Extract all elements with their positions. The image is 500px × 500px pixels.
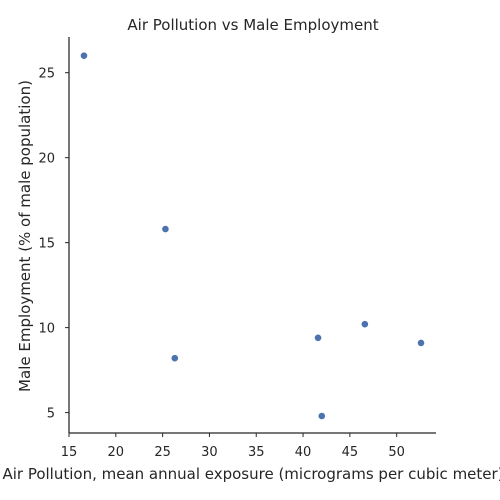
data-point — [360, 320, 369, 329]
x-tick-label: 45 — [342, 445, 359, 460]
x-tick-label: 30 — [201, 445, 218, 460]
y-tick-label: 5 — [47, 407, 55, 422]
y-axis-label: Male Employment (% of male population) — [16, 80, 34, 392]
chart-title: Air Pollution vs Male Employment — [127, 16, 378, 34]
y-tick-label: 10 — [38, 322, 55, 337]
x-tick-label: 20 — [108, 445, 125, 460]
y-tick-label: 20 — [38, 152, 55, 167]
y-axis-ticks: 5 10 15 20 25 — [38, 67, 69, 422]
data-point — [417, 339, 425, 347]
data-point — [170, 354, 179, 363]
data-point — [161, 225, 170, 233]
data-point — [314, 333, 322, 342]
x-tick-label: 50 — [388, 445, 405, 460]
data-point — [80, 51, 88, 60]
x-tick-label: 35 — [248, 445, 265, 460]
x-axis-label: Air Pollution, mean annual exposure (mic… — [2, 465, 500, 483]
x-tick-label: 25 — [154, 445, 171, 460]
x-tick-label: 40 — [295, 445, 312, 460]
data-points — [80, 51, 425, 420]
y-tick-label: 15 — [38, 237, 55, 252]
y-tick-label: 25 — [38, 67, 55, 82]
data-point — [317, 412, 326, 420]
x-axis-ticks: 15 20 25 30 35 40 45 50 — [61, 433, 405, 460]
x-tick-label: 15 — [61, 445, 78, 460]
